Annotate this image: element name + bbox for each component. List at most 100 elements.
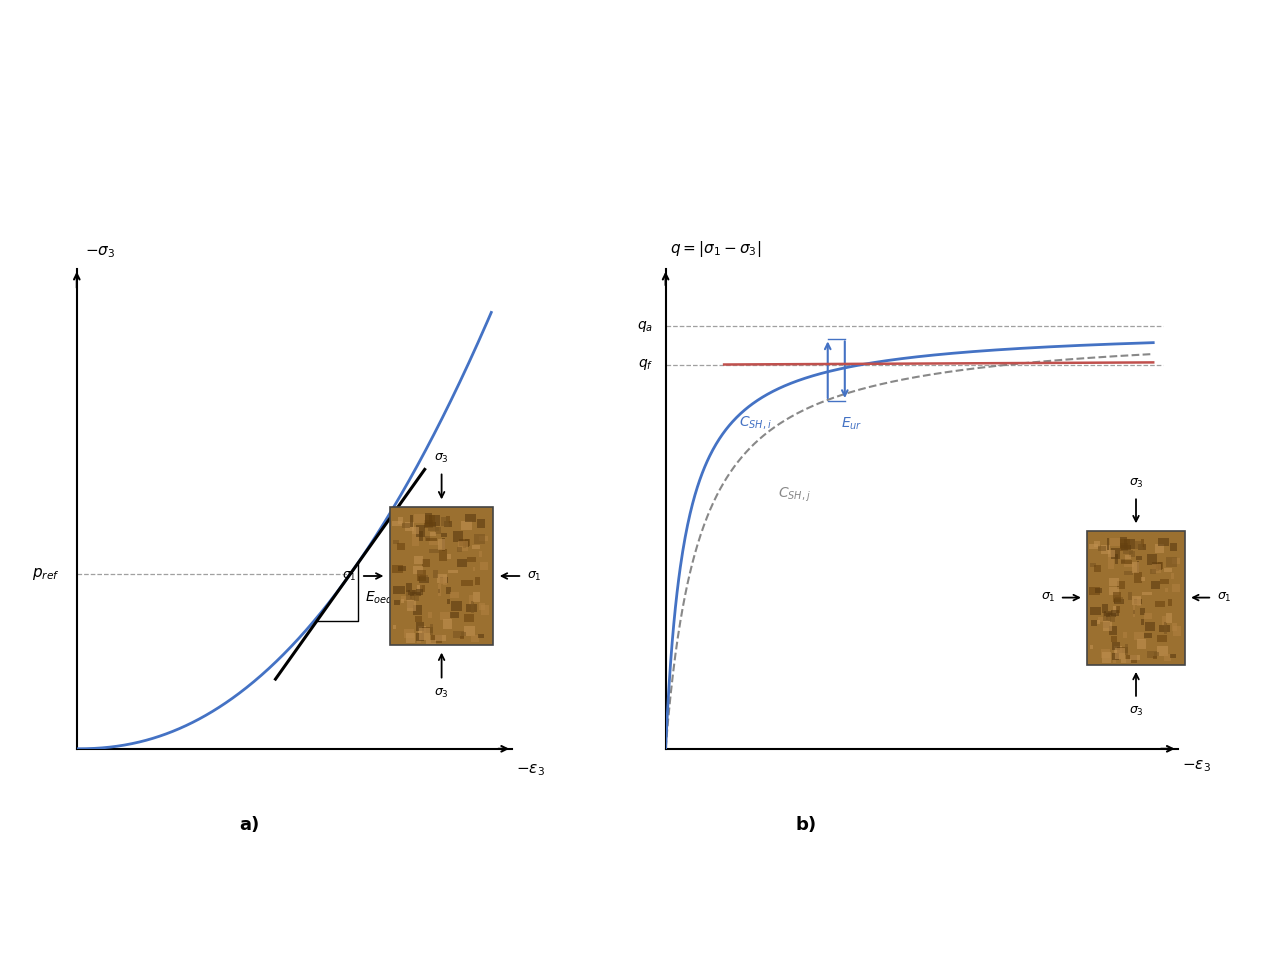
Bar [411,592,421,596]
Bar [1124,550,1133,554]
Bar [1144,612,1152,618]
Bar [1115,648,1125,660]
Bar [1120,559,1125,564]
Bar [1120,537,1126,547]
Bar [1102,653,1111,662]
Text: $\sigma_1$: $\sigma_1$ [527,569,541,583]
Bar [433,570,438,579]
Bar [1138,544,1146,550]
Bar [419,576,426,581]
Bar [1165,655,1171,661]
Text: $\sigma_1$: $\sigma_1$ [342,569,356,583]
Bar [1094,588,1102,593]
Bar [1107,550,1115,557]
Bar [440,517,448,526]
Bar [1112,653,1119,660]
Bar [1147,651,1157,658]
Bar [407,590,416,594]
Bar [1137,639,1146,649]
Bar [415,615,422,622]
Bar [461,580,472,587]
Bar [439,578,445,584]
Bar [1147,555,1157,564]
Bar [1111,548,1120,560]
Bar [1125,643,1128,656]
Bar [461,521,472,530]
Bar [466,605,477,612]
Bar [420,628,430,639]
Bar [457,560,467,566]
Bar [416,622,425,631]
Bar [393,586,404,594]
Bar [447,588,451,593]
Bar [1166,613,1172,623]
Bar [439,612,451,620]
Bar [1098,546,1106,551]
Text: $-\varepsilon_3$: $-\varepsilon_3$ [516,762,545,778]
Bar [438,540,445,550]
Bar [451,601,462,611]
Bar [417,585,421,593]
Bar [429,612,431,618]
Bar [425,522,436,527]
Bar [412,527,420,534]
Bar [1110,538,1120,546]
Bar [416,633,424,640]
Bar [1094,540,1100,547]
Bar [471,545,480,549]
Bar [1111,642,1120,651]
Bar [429,541,439,544]
Bar [1155,601,1166,608]
Bar [438,588,440,592]
Bar [1138,544,1143,550]
Bar [406,633,415,643]
Bar [1151,582,1161,588]
Bar [1140,540,1144,546]
Bar [402,522,410,528]
Bar [425,514,431,524]
Bar [1111,611,1119,615]
Bar [1098,616,1107,622]
Bar [443,618,452,630]
Bar [429,516,440,526]
Bar [1134,632,1144,640]
Bar [1102,605,1107,612]
Text: $C_{SH,j}$: $C_{SH,j}$ [778,485,810,504]
Text: $E_{ur}$: $E_{ur}$ [841,416,863,432]
Bar [480,603,485,611]
Bar [1171,573,1174,580]
Bar [1140,577,1146,581]
Bar [417,634,421,643]
Bar [1142,619,1144,625]
Bar [1160,625,1170,633]
Bar [420,585,425,591]
Text: $\sigma_1$: $\sigma_1$ [1216,591,1231,604]
Bar [443,539,445,551]
Bar [460,540,470,546]
Bar [479,536,488,540]
Bar [1106,613,1116,617]
Bar [457,547,462,552]
Bar [1117,647,1128,653]
Bar [407,600,416,611]
Bar [1170,654,1176,658]
Bar [413,556,424,564]
Bar [1101,649,1110,658]
Bar [447,554,451,559]
Bar [1166,557,1176,566]
Bar [1089,544,1098,549]
Bar [480,563,488,570]
Bar [425,536,430,540]
Bar [1156,564,1158,570]
Bar [462,540,466,548]
Bar [447,598,451,605]
Bar [460,636,465,639]
Bar [438,584,440,596]
Bar [404,522,415,531]
Bar [420,575,429,582]
Bar [1155,652,1160,656]
Text: a): a) [239,816,260,834]
Bar [465,540,468,547]
Bar [480,606,489,615]
Bar [425,516,435,526]
